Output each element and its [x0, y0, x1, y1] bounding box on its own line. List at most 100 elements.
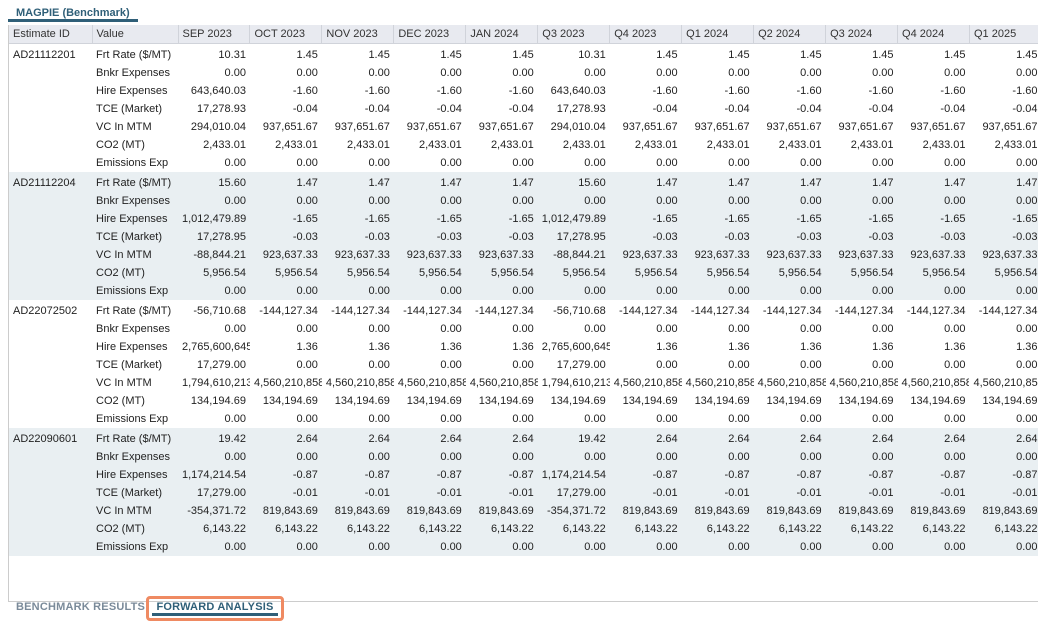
value-cell: -0.87: [321, 466, 394, 484]
estimate-id-cell: [9, 246, 92, 264]
panel-title-tab[interactable]: MAGPIE (Benchmark): [8, 4, 138, 22]
value-cell: 134,194.69: [406, 395, 462, 407]
table-row[interactable]: Hire Expenses 2,765,600,645 1.36 1.36 1.36 1.…: [9, 338, 1038, 356]
value-cell: -0.87: [825, 466, 898, 484]
column-header[interactable]: Q1 2025: [969, 25, 1038, 44]
value-cell: 17,278.93: [556, 103, 606, 115]
column-header[interactable]: Value: [92, 25, 179, 44]
column-header[interactable]: Estimate ID: [9, 25, 93, 44]
value-cell: 0.00: [440, 413, 462, 425]
value-cell: 1.36: [656, 341, 678, 353]
value-cell: -144,127.34: [762, 305, 822, 317]
table-row[interactable]: Hire Expenses 1,012,479.89 -1.65 -1.65 -1.65…: [9, 210, 1038, 228]
value-cell: 2.64: [393, 428, 466, 448]
table-row[interactable]: CO2 (MT) 2,433.01 2,433.01 2,433.01 2,433.01…: [9, 136, 1038, 154]
value-cell: 134,194.69: [838, 395, 894, 407]
forward-analysis-table: Estimate ID Value SEP 2023 OCT 2023 NOV 2023…: [9, 25, 1038, 556]
value-cell: 0.00: [296, 413, 318, 425]
column-header[interactable]: SEP 2023: [178, 25, 251, 44]
tab-benchmark-results[interactable]: BENCHMARK RESULTS: [16, 601, 146, 613]
table-row[interactable]: VC In MTM 294,010.04 937,651.67 937,651.67 9…: [9, 118, 1038, 136]
value-cell: 19.42: [178, 428, 250, 448]
value-cell: 1.45: [944, 49, 966, 61]
value-cell: -354,371.72: [178, 502, 250, 520]
table-row[interactable]: TCE (Market) 17,278.93 -0.04 -0.04 -0.04 -0.0…: [9, 100, 1038, 118]
column-header[interactable]: Q1 2024: [681, 25, 755, 44]
value-cell: -1.65: [897, 210, 970, 228]
value-cell: 4,560,210,858: [685, 377, 754, 389]
value-cell: 819,843.69: [897, 502, 970, 520]
value-cell: -56,710.68: [553, 305, 606, 317]
table-row[interactable]: CO2 (MT) 6,143.22 6,143.22 6,143.22 6,143.22…: [9, 520, 1038, 538]
table-row[interactable]: Bnkr Expenses 0.00 0.00 0.00 0.00 0.00 0.00 0.0…: [9, 448, 1038, 466]
value-cell: 1.47: [681, 172, 754, 192]
value-cell: 0.00: [897, 538, 970, 556]
table-row[interactable]: Hire Expenses 643,640.03 -1.60 -1.60 -1.60 -1…: [9, 82, 1038, 100]
value-cell: 0.00: [537, 192, 610, 210]
estimate-id-cell: [9, 82, 92, 100]
column-header[interactable]: Q3 2023: [537, 25, 611, 44]
column-header[interactable]: Q4 2024: [897, 25, 970, 44]
table-row[interactable]: Emissions Exp 0.00 0.00 0.00 0.00 0.00 0.00 0.0…: [9, 154, 1038, 172]
estimate-id-cell: [9, 228, 92, 246]
tab-forward-analysis[interactable]: FORWARD ANALYSIS: [146, 596, 284, 621]
value-cell: 0.00: [584, 413, 606, 425]
value-cell: -0.03: [321, 228, 394, 246]
value-cell: -0.03: [681, 228, 754, 246]
column-header[interactable]: Q2 2024: [753, 25, 827, 44]
value-cell: -1.65: [249, 210, 322, 228]
column-header[interactable]: DEC 2023: [393, 25, 467, 44]
table-row[interactable]: Bnkr Expenses 0.00 0.00 0.00 0.00 0.00 0.00 0.0…: [9, 64, 1038, 82]
value-cell: -0.03: [897, 228, 970, 246]
estimate-id-cell: [9, 448, 92, 466]
value-cell: 937,651.67: [694, 121, 750, 133]
column-header[interactable]: JAN 2024: [465, 25, 539, 44]
value-cell: 134,194.69: [190, 395, 246, 407]
value-cell: 2,433.01: [706, 139, 750, 151]
value-cell: 0.00: [224, 323, 246, 335]
table-row[interactable]: CO2 (MT) 134,194.69 134,194.69 134,194.69 13…: [9, 392, 1038, 410]
table-row[interactable]: TCE (Market) 17,278.95 -0.03 -0.03 -0.03 -0.0…: [9, 228, 1038, 246]
value-cell: 0.00: [681, 192, 754, 210]
value-cell: -0.03: [465, 228, 538, 246]
table-row[interactable]: AD22090601 Frt Rate ($/MT) 19.42 2.64 2.64 2.…: [9, 428, 1038, 448]
table-row[interactable]: Bnkr Expenses 0.00 0.00 0.00 0.00 0.00 0.00 0.0…: [9, 192, 1038, 210]
value-cell: 0.00: [944, 67, 966, 79]
value-cell: 2.64: [321, 428, 394, 448]
value-label-cell: Emissions Exp: [92, 538, 178, 556]
value-cell: 1.36: [368, 341, 390, 353]
value-cell: 923,637.33: [609, 246, 682, 264]
value-cell: 5,956.54: [825, 264, 898, 282]
table-row[interactable]: VC In MTM -354,371.72 819,843.69 819,843.69…: [9, 502, 1038, 520]
table-row[interactable]: CO2 (MT) 5,956.54 5,956.54 5,956.54 5,956.54…: [9, 264, 1038, 282]
table-row[interactable]: TCE (Market) 17,279.00 0.00 0.00 0.00 0.00 17,…: [9, 356, 1038, 374]
value-cell: -56,710.68: [193, 305, 246, 317]
value-cell: 923,637.33: [753, 246, 826, 264]
value-cell: 0.00: [368, 67, 390, 79]
table-row[interactable]: TCE (Market) 17,279.00 -0.01 -0.01 -0.01 -0.0…: [9, 484, 1038, 502]
estimate-block: AD22090601 Frt Rate ($/MT) 19.42 2.64 2.64 2.…: [9, 428, 1038, 556]
value-cell: 0.00: [465, 282, 538, 300]
table-row[interactable]: Hire Expenses 1,174,214.54 -0.87 -0.87 -0.87…: [9, 466, 1038, 484]
column-header[interactable]: Q3 2024: [825, 25, 899, 44]
column-header[interactable]: OCT 2023: [249, 25, 323, 44]
value-cell: 5,956.54: [393, 264, 466, 282]
table-row[interactable]: Bnkr Expenses 0.00 0.00 0.00 0.00 0.00 0.00 0.0…: [9, 320, 1038, 338]
value-cell: 294,010.04: [550, 121, 606, 133]
table-row[interactable]: Emissions Exp 0.00 0.00 0.00 0.00 0.00 0.00 0.0…: [9, 538, 1038, 556]
value-cell: -1.65: [681, 210, 754, 228]
column-header[interactable]: NOV 2023: [321, 25, 395, 44]
value-cell: 1.36: [728, 341, 750, 353]
column-header[interactable]: Q4 2023: [609, 25, 683, 44]
value-cell: -0.03: [969, 228, 1038, 246]
table-row[interactable]: VC In MTM 1,794,610,213 4,560,210,858 4,560…: [9, 374, 1038, 392]
value-cell: 1.47: [825, 172, 898, 192]
table-row[interactable]: Emissions Exp 0.00 0.00 0.00 0.00 0.00 0.00 0.0…: [9, 282, 1038, 300]
value-cell: -1.60: [1012, 85, 1038, 97]
value-cell: 15.60: [178, 172, 250, 192]
table-row[interactable]: AD22072502 Frt Rate ($/MT) -56,710.68 -144,…: [9, 300, 1038, 320]
table-row[interactable]: VC In MTM -88,844.21 923,637.33 923,637.33 9…: [9, 246, 1038, 264]
table-row[interactable]: Emissions Exp 0.00 0.00 0.00 0.00 0.00 0.00 0.0…: [9, 410, 1038, 428]
table-row[interactable]: AD21112201 Frt Rate ($/MT) 10.31 1.45 1.45 1.…: [9, 44, 1038, 65]
table-row[interactable]: AD21112204 Frt Rate ($/MT) 15.60 1.47 1.47 1.…: [9, 172, 1038, 192]
